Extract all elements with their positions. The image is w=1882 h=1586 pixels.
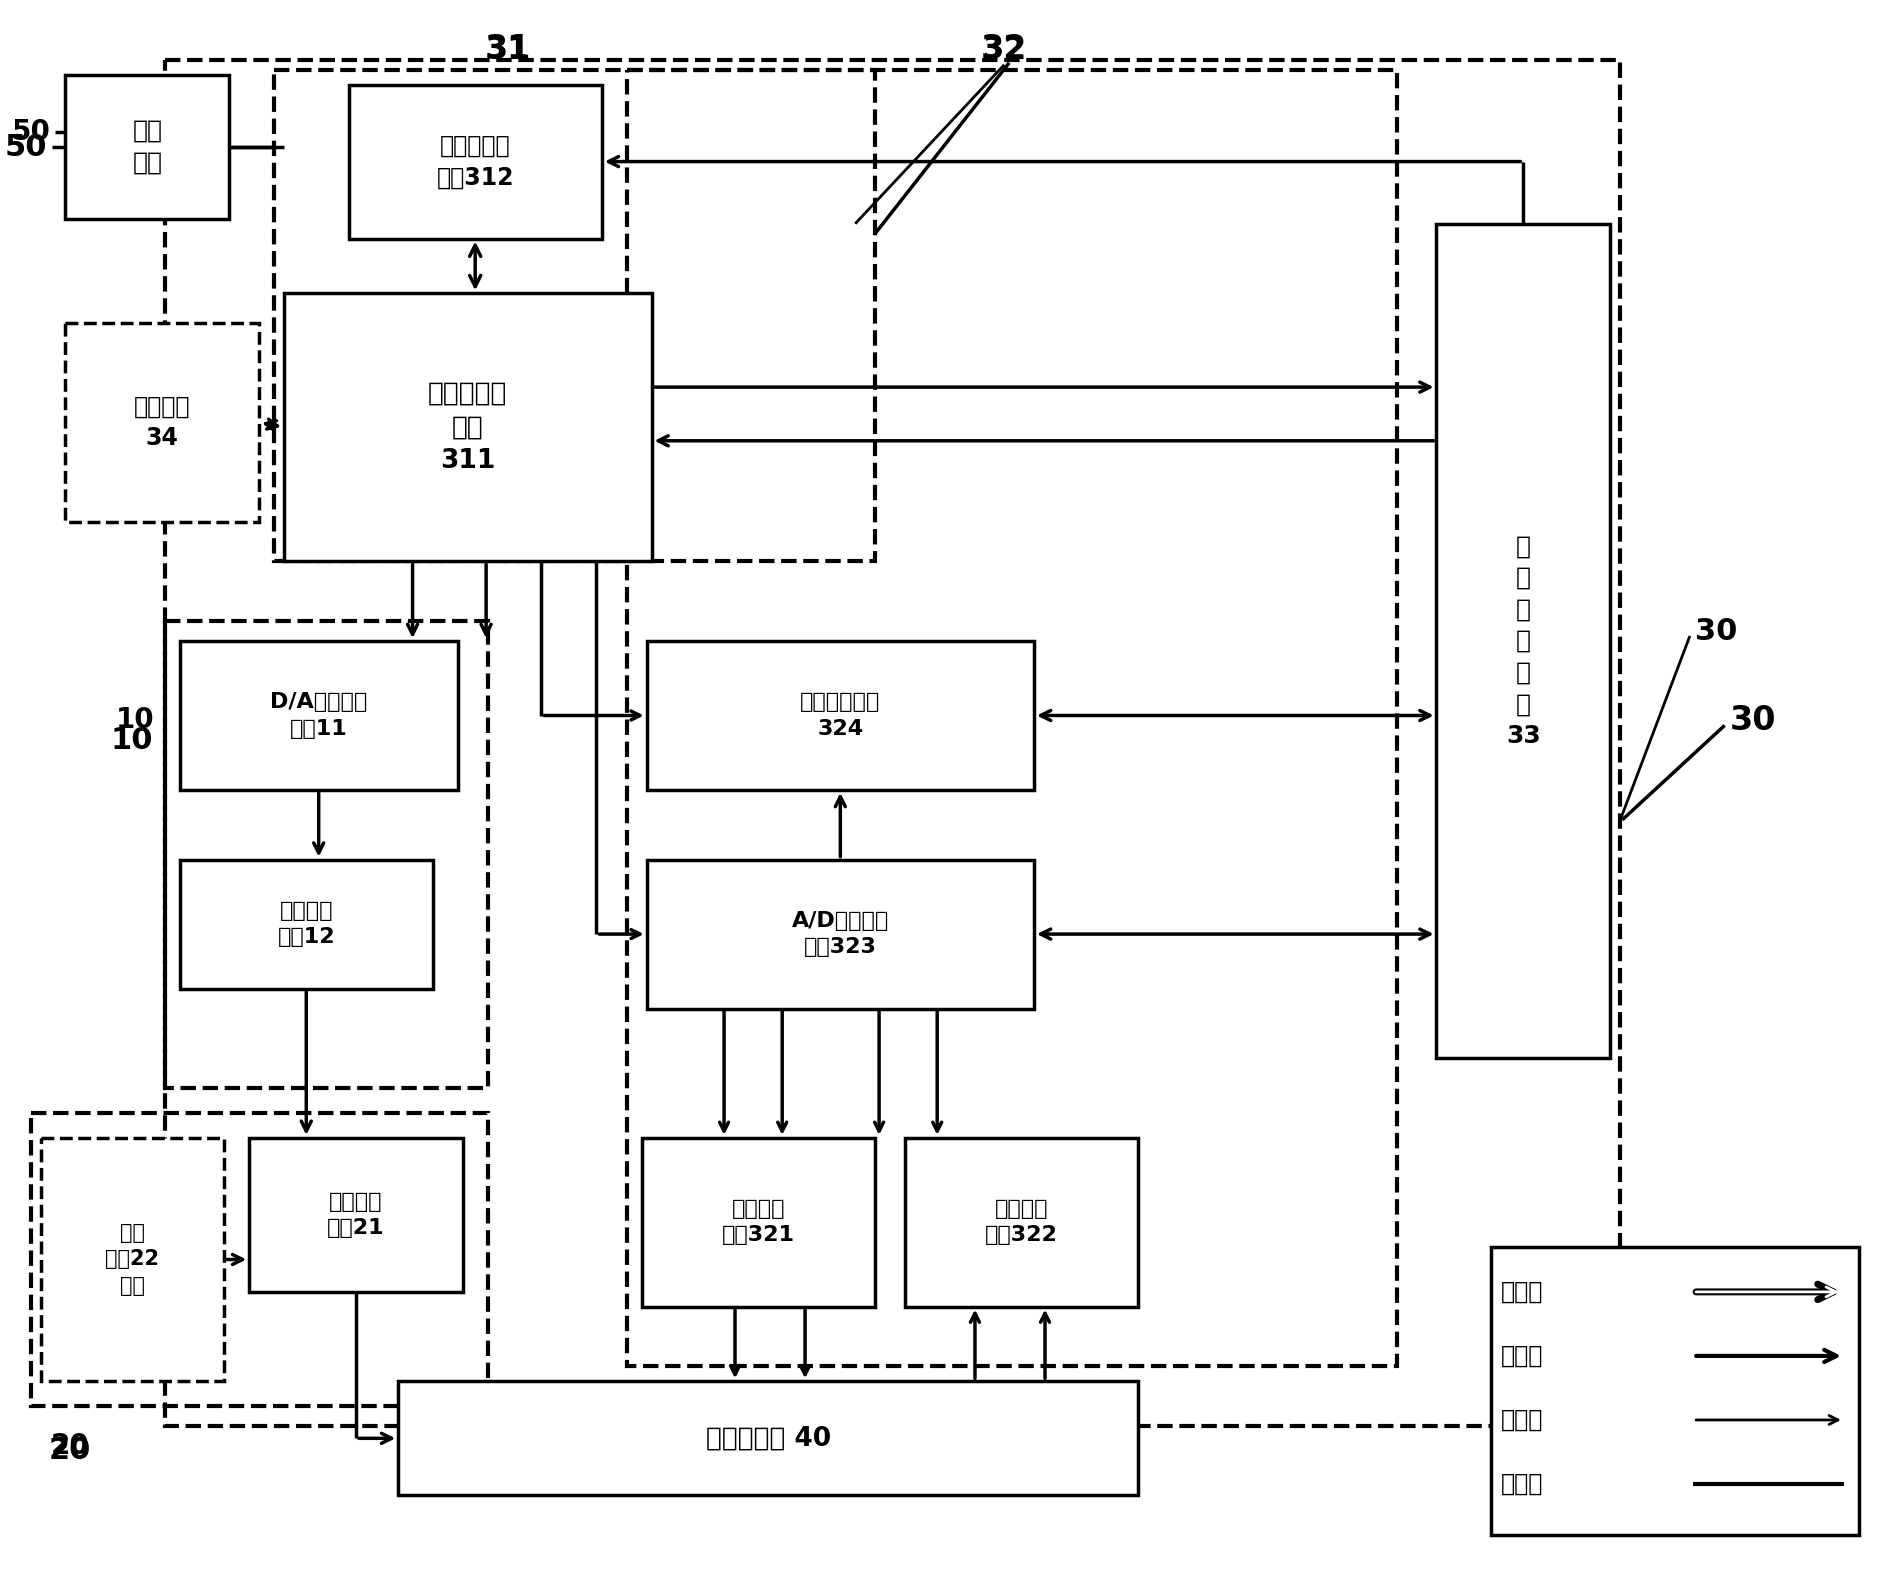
Text: 高速缓存模块
324: 高速缓存模块 324: [800, 693, 881, 739]
Bar: [179, 860, 433, 988]
Text: 功率放大
模块21: 功率放大 模块21: [327, 1191, 384, 1239]
Text: 信号调理
模块321: 信号调理 模块321: [723, 1199, 794, 1245]
Text: 控制线: 控制线: [1502, 1343, 1543, 1367]
Bar: [179, 641, 457, 790]
Text: A/D高速采集
模块323: A/D高速采集 模块323: [792, 910, 888, 958]
Text: 波形处理
模块12: 波形处理 模块12: [277, 901, 335, 947]
Bar: [348, 84, 602, 238]
Text: 信号调理
模块322: 信号调理 模块322: [984, 1199, 1058, 1245]
Bar: [30, 1113, 487, 1407]
Text: 10: 10: [111, 726, 152, 755]
Text: 32: 32: [981, 33, 1028, 67]
Bar: [66, 75, 230, 219]
Text: 逻
辑
控
制
模
块
33: 逻 辑 控 制 模 块 33: [1506, 534, 1541, 747]
Text: 10: 10: [117, 706, 154, 734]
Text: 31: 31: [484, 33, 531, 67]
Text: 电源线: 电源线: [1502, 1472, 1543, 1496]
Bar: [66, 324, 260, 522]
Bar: [647, 860, 1033, 1009]
Bar: [41, 1137, 224, 1381]
Bar: [275, 70, 875, 561]
Bar: [627, 70, 1396, 1366]
Text: 电力变压器 40: 电力变压器 40: [706, 1426, 830, 1451]
Text: 通讯单元
34: 通讯单元 34: [134, 395, 190, 450]
Bar: [284, 293, 651, 561]
Text: 中央处理器
模块
311: 中央处理器 模块 311: [427, 381, 508, 474]
Bar: [905, 1137, 1139, 1307]
Text: D/A波形发生
模块11: D/A波形发生 模块11: [271, 693, 367, 739]
Text: 电源
系统: 电源 系统: [132, 119, 162, 174]
Text: 20: 20: [49, 1437, 90, 1465]
Text: 50: 50: [6, 133, 47, 162]
Bar: [399, 1381, 1139, 1496]
Text: 数据线: 数据线: [1502, 1280, 1543, 1304]
Text: 20: 20: [51, 1432, 88, 1459]
Bar: [248, 1137, 463, 1291]
Bar: [166, 60, 1620, 1426]
Text: 信号线: 信号线: [1502, 1408, 1543, 1432]
Bar: [642, 1137, 875, 1307]
Text: 32: 32: [982, 35, 1026, 65]
Bar: [647, 641, 1033, 790]
Text: 30: 30: [1696, 617, 1737, 646]
Bar: [166, 622, 487, 1088]
Text: 功率
电源22
系统: 功率 电源22 系统: [105, 1223, 160, 1296]
Text: 程序存储器
模块312: 程序存储器 模块312: [437, 133, 514, 189]
Text: 50: 50: [11, 119, 51, 146]
Bar: [1491, 1247, 1859, 1535]
Bar: [1436, 224, 1611, 1058]
Text: 31: 31: [486, 35, 529, 65]
Text: 30: 30: [1730, 704, 1777, 737]
